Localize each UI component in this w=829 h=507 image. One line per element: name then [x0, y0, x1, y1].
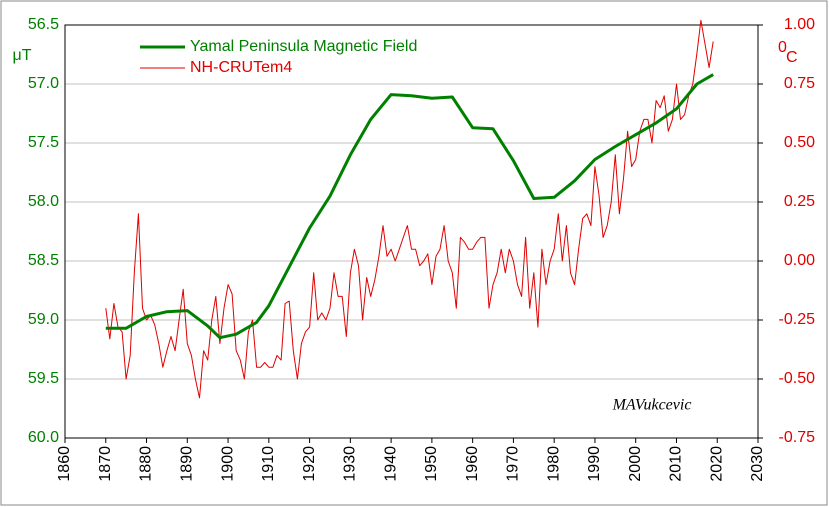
x-tick-label: 1990: [586, 446, 603, 482]
y-tick-label: 57.0: [28, 75, 59, 92]
series-line: [105, 19, 714, 399]
y2-tick-label: 0.50: [784, 134, 815, 151]
x-tick-label: 1940: [382, 446, 399, 482]
x-tick-label: 1970: [505, 446, 522, 482]
y-tick-label: 58.5: [28, 252, 59, 269]
y2-tick-label: -0.75: [779, 429, 816, 446]
y2-tick-label: -0.25: [779, 311, 816, 328]
x-tick-label: 1870: [97, 446, 114, 482]
x-tick-label: 2000: [627, 446, 644, 482]
x-tick-label: 1880: [138, 446, 155, 482]
y2-tick-label: 0.75: [784, 75, 815, 92]
y-tick-label: 59.5: [28, 370, 59, 387]
x-tick-label: 1980: [545, 446, 562, 482]
x-tick-label: 1960: [464, 446, 481, 482]
x-tick-label: 1910: [260, 446, 277, 482]
x-tick-label: 2010: [668, 446, 685, 482]
series-line: [105, 73, 714, 340]
x-tick-label: 2020: [708, 446, 725, 482]
y-tick-label: 58.0: [28, 193, 59, 210]
x-tick-label: 2030: [749, 446, 766, 482]
annotation: MAVukcevic: [612, 397, 692, 414]
y2-tick-label: 0.25: [784, 193, 815, 210]
y-axis-label: μT: [13, 47, 32, 64]
plot-area: [64, 24, 759, 439]
y2-axis-label-sup: 0: [778, 39, 787, 56]
y2-tick-label: -0.50: [779, 370, 816, 387]
y-tick-label: 57.5: [28, 134, 59, 151]
x-tick-label: 1950: [423, 446, 440, 482]
legend-label: Yamal Peninsula Magnetic Field: [190, 38, 417, 55]
y-tick-label: 60.0: [28, 429, 59, 446]
legend-label: NH-CRUTem4: [190, 59, 292, 76]
y2-tick-label: 1.00: [784, 16, 815, 33]
x-tick-label: 1930: [342, 446, 359, 482]
x-tick-label: 1860: [56, 446, 73, 482]
x-tick-label: 1900: [219, 446, 236, 482]
x-tick-label: 1890: [179, 446, 196, 482]
x-tick-label: 1920: [301, 446, 318, 482]
y-tick-label: 59.0: [28, 311, 59, 328]
y2-tick-label: 0.00: [784, 252, 815, 269]
y-tick-label: 56.5: [28, 16, 59, 33]
y2-axis-label: C: [786, 49, 798, 66]
